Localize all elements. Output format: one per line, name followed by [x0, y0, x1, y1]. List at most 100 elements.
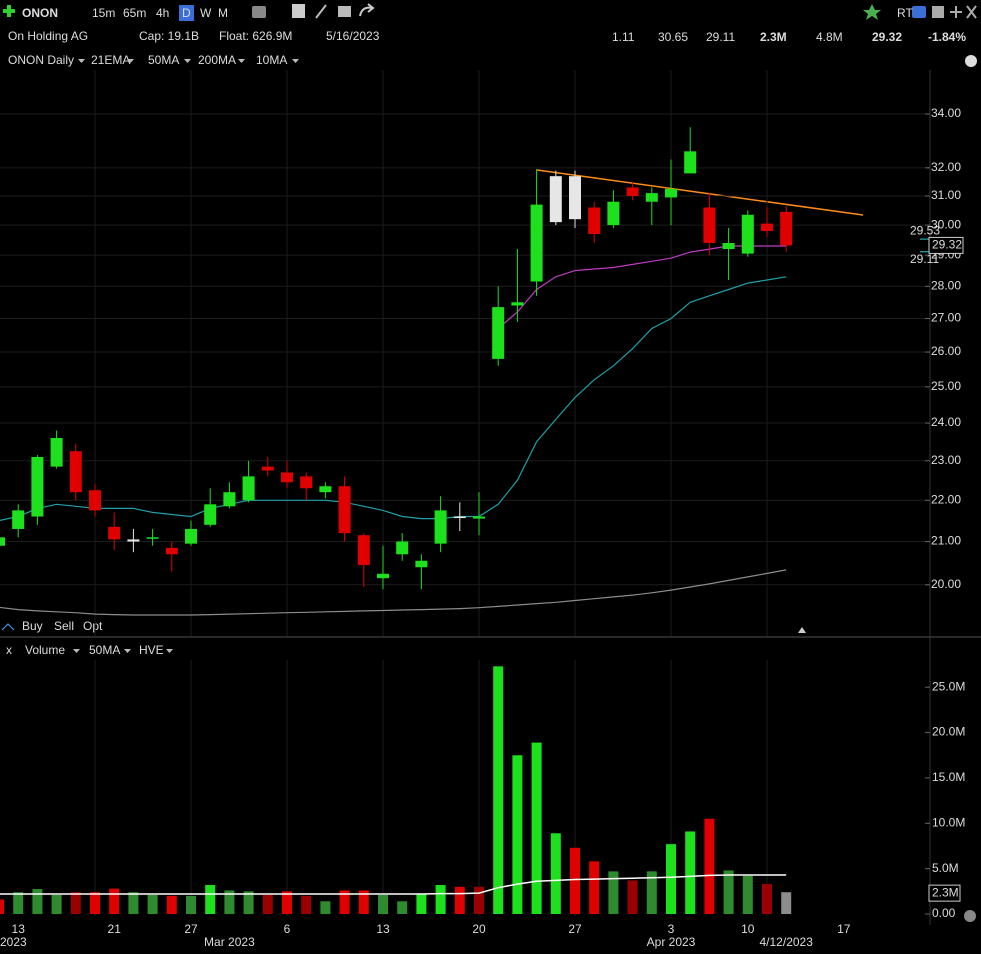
- moving-average: [0, 569, 787, 616]
- x-tick-label: 13: [376, 922, 390, 936]
- candle-body: [722, 243, 735, 250]
- volume-bar: [262, 894, 273, 914]
- save-icon[interactable]: [932, 6, 944, 18]
- quote-value: 1.11: [612, 30, 635, 44]
- rt-label: RT: [897, 6, 913, 20]
- trade-icon: [1, 623, 15, 631]
- dropdown-arrow: [124, 649, 131, 653]
- legend-entry[interactable]: Volume: [25, 643, 65, 657]
- volume-plot: [0, 660, 792, 916]
- quote-value: 29.32: [872, 30, 902, 44]
- expand-icon[interactable]: [798, 627, 806, 633]
- trade-button[interactable]: Buy: [22, 619, 43, 633]
- candle-body: [377, 573, 389, 579]
- volume-bar: [339, 890, 350, 914]
- candle-body: [588, 207, 601, 234]
- candle-body: [415, 560, 428, 568]
- candle-body: [12, 510, 25, 529]
- candle-body: [50, 437, 63, 467]
- legend-entry[interactable]: 10MA: [256, 53, 287, 67]
- volume-bar: [474, 886, 484, 914]
- volume-bar: [550, 833, 561, 914]
- interval[interactable]: 65m: [123, 6, 146, 20]
- candle-body: [242, 476, 255, 501]
- y-tick-label: 25.00: [931, 379, 961, 393]
- interval-active: [179, 5, 194, 21]
- tool-icon[interactable]: [912, 6, 926, 18]
- price-marker: 29.11: [910, 252, 939, 266]
- x-month-label: Apr 2023: [647, 935, 696, 949]
- tool-icon[interactable]: [252, 6, 266, 18]
- symbol[interactable]: ONON: [22, 6, 58, 20]
- candle-body: [69, 451, 82, 493]
- dropdown-arrow: [238, 59, 245, 63]
- quote-value: 29.11: [706, 30, 735, 44]
- star-icon[interactable]: [863, 4, 881, 20]
- close-pane[interactable]: x: [6, 643, 12, 657]
- dropdown-arrow: [292, 59, 299, 63]
- volume-bar: [32, 889, 43, 914]
- volume-bar: [666, 844, 676, 914]
- settings-icon[interactable]: [965, 55, 977, 67]
- candle-body: [684, 151, 697, 174]
- interval[interactable]: 4h: [156, 6, 169, 20]
- move-icon[interactable]: [950, 6, 962, 18]
- volume-marker-box: [928, 884, 961, 902]
- y-tick-label: 32.00: [931, 160, 961, 174]
- legend-entry[interactable]: 50MA: [89, 643, 120, 657]
- add-icon[interactable]: [3, 5, 15, 17]
- candle-body: [319, 486, 332, 493]
- volume-bar: [435, 884, 446, 914]
- x-tick-label: 13: [12, 922, 26, 936]
- volume-bar: [646, 871, 657, 914]
- candle-body: [0, 537, 5, 546]
- interval[interactable]: M: [218, 6, 228, 20]
- legend-entry[interactable]: 200MA: [198, 53, 236, 67]
- volume-bar: [70, 892, 81, 914]
- trade-button[interactable]: Sell: [54, 619, 74, 633]
- volume-bar: [454, 886, 465, 914]
- y-tick-label: 5.0M: [932, 861, 959, 875]
- candle-body: [396, 541, 409, 555]
- candle-body: [453, 516, 466, 519]
- legend-entry[interactable]: 50MA: [148, 53, 179, 67]
- volume-bar: [0, 899, 4, 914]
- volume-bar: [358, 890, 369, 914]
- volume-bar: [320, 901, 331, 914]
- x-tick-label: 6: [284, 922, 291, 936]
- legend-entry[interactable]: 21EMA: [91, 53, 130, 67]
- indicator[interactable]: HVE: [139, 643, 164, 657]
- draw-icon[interactable]: [315, 4, 327, 19]
- quote-value: 2.3M: [760, 30, 787, 44]
- trendline[interactable]: [536, 169, 864, 216]
- trade-button[interactable]: Opt: [83, 619, 103, 633]
- moving-average: [497, 245, 787, 329]
- candle-body: [492, 307, 505, 359]
- share-icon[interactable]: [359, 3, 375, 17]
- volume-bar: [282, 891, 292, 914]
- volume-average: [0, 874, 787, 895]
- tool-icon[interactable]: [338, 6, 351, 17]
- volume-bar: [704, 818, 715, 914]
- candle-body: [204, 504, 217, 525]
- volume-marker: 2.3M: [932, 885, 959, 899]
- candle-body: [434, 510, 447, 544]
- volume-bar: [512, 755, 523, 914]
- volume-bar: [166, 895, 177, 914]
- interval[interactable]: W: [200, 6, 212, 20]
- interval[interactable]: 15m: [92, 6, 115, 20]
- price-marker-box: [928, 236, 964, 254]
- volume-bar: [243, 891, 254, 914]
- volume-bar: [51, 894, 62, 914]
- interval[interactable]: D: [182, 6, 191, 20]
- candle-body: [89, 490, 101, 511]
- dropdown-arrow: [127, 59, 134, 63]
- close-icon[interactable]: [966, 5, 977, 19]
- volume-bar: [224, 890, 235, 914]
- candle-body: [300, 476, 313, 489]
- y-tick-label: 25.0M: [932, 679, 965, 693]
- settings-icon[interactable]: [964, 910, 976, 922]
- tool-icon[interactable]: [292, 4, 305, 18]
- x-month-label: 4/12/2023: [760, 935, 814, 949]
